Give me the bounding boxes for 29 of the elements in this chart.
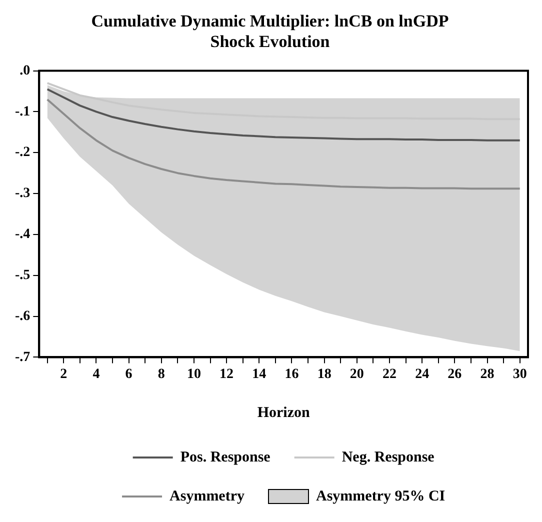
chart-title: Cumulative Dynamic Multiplier: lnCB on lnGDP Shock Evolution — [91, 12, 449, 51]
y-tick-label: -.6 — [14, 308, 30, 324]
x-tick-label: 28 — [480, 367, 494, 382]
x-tick-label: 8 — [158, 367, 165, 382]
y-tick-label: -.7 — [14, 350, 30, 365]
x-tick-label: 2 — [60, 367, 68, 382]
y-tick-label: -.4 — [14, 227, 30, 242]
x-tick-label: 30 — [512, 367, 527, 382]
x-tick-label: 22 — [382, 367, 396, 382]
y-tick-label: .0 — [20, 63, 30, 78]
x-tick-label: 6 — [125, 367, 132, 382]
legend-label: Asymmetry 95% CI — [316, 488, 446, 504]
x-tick-label: 24 — [415, 367, 430, 382]
legend-label: Neg. Response — [342, 449, 435, 466]
y-tick-label: -.2 — [14, 145, 30, 160]
y-tick-label: -.3 — [14, 186, 30, 202]
x-tick-label: 18 — [317, 367, 332, 382]
x-axis-title: Horizon — [257, 404, 310, 421]
legend-label: Pos. Response — [180, 449, 271, 466]
y-tick-label: -.1 — [14, 104, 30, 120]
x-tick-label: 12 — [220, 367, 234, 382]
x-tick-label: 4 — [92, 367, 100, 382]
x-tick-label: 16 — [284, 367, 299, 382]
x-tick-label: 14 — [252, 367, 266, 382]
legend-label: Asymmetry — [170, 488, 245, 504]
x-tick-label: 26 — [448, 367, 462, 382]
y-tick-label: -.5 — [14, 268, 30, 283]
x-tick-label: 20 — [350, 367, 364, 382]
x-tick-label: 10 — [186, 367, 201, 382]
